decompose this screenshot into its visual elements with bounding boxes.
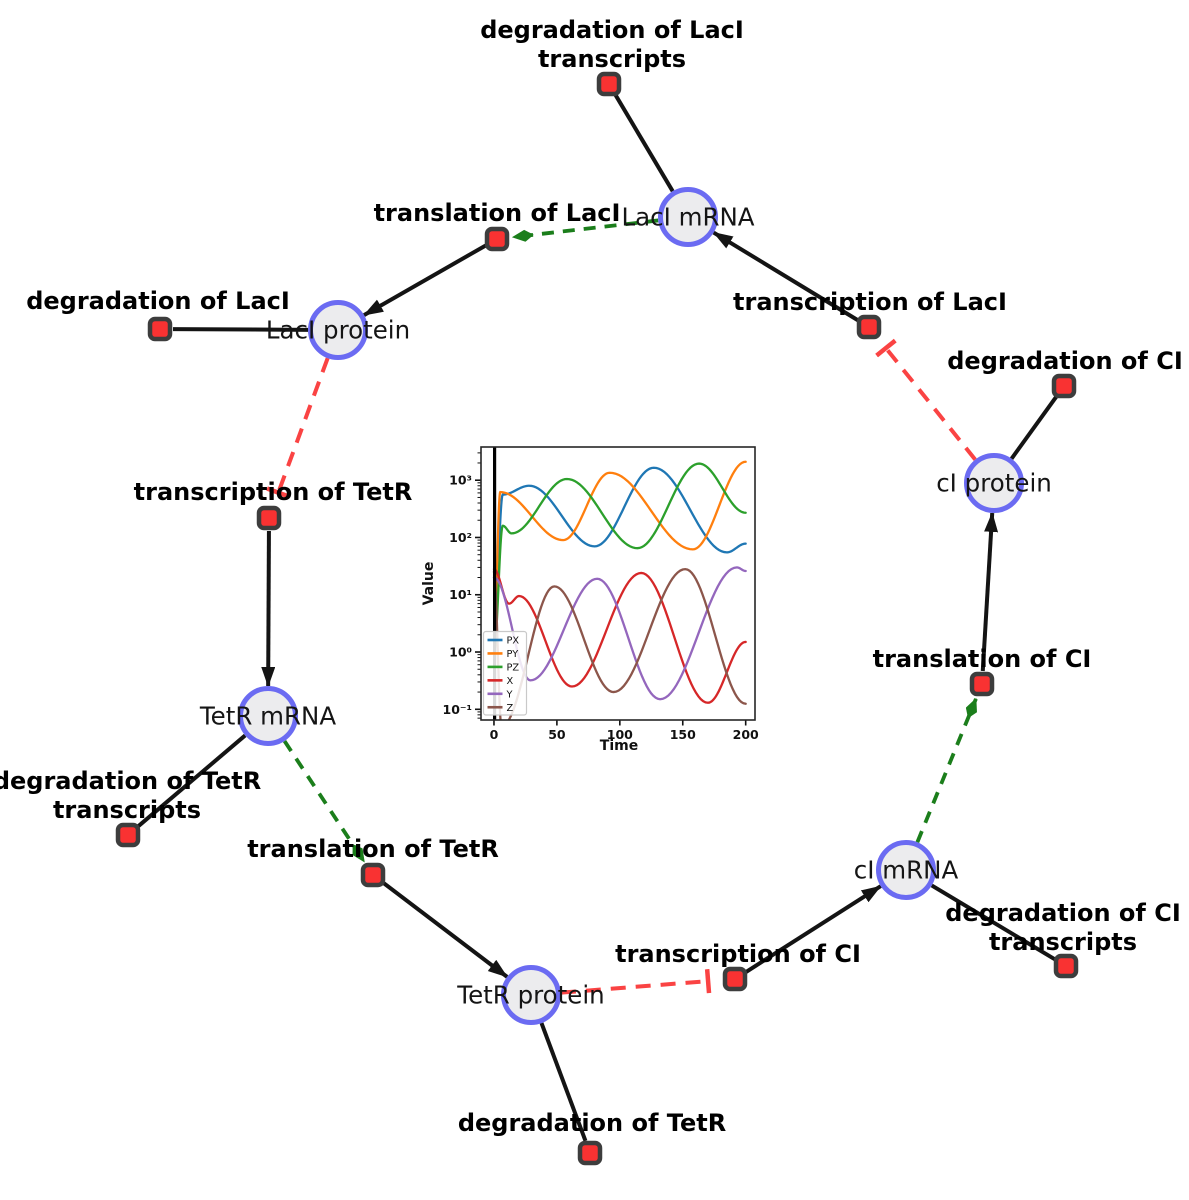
x-tick-label-150: 150 <box>670 727 696 742</box>
reaction-label-deg_tetr_tr-line1: transcripts <box>53 796 201 824</box>
species-label-ci_protein: cI protein <box>936 469 1052 498</box>
series-layer <box>492 460 747 720</box>
reaction-node-deg_laci_tr[interactable] <box>596 71 622 97</box>
timeseries-inset-chart: 0 50 100 150 20010⁻¹10⁰10¹10²10³TimeValuePXP… <box>421 446 759 754</box>
y-tick-label-4: 10³ <box>449 473 472 488</box>
reaction-label-deg_ci_tr-line1: transcripts <box>989 928 1137 956</box>
species-label-tetr_protein: TetR protein <box>456 981 604 1010</box>
x-tick-label-100: 100 <box>607 727 633 742</box>
species-label-laci_mrna: LacI mRNA <box>621 203 754 232</box>
edge-consumption-tetr_protein-deg_tetr <box>539 1022 588 1142</box>
legend-label-PY: PY <box>507 649 519 660</box>
reaction-label-deg_laci_tr-line0: degradation of LacI <box>480 16 744 44</box>
legend-label-X: X <box>507 676 514 687</box>
reaction-label-transc_ci-line0: transcription of CI <box>615 940 861 968</box>
reaction-label-transl_ci-line0: translation of CI <box>873 645 1092 673</box>
species-label-laci_protein: LacI protein <box>266 316 410 345</box>
reaction-node-deg_ci_tr[interactable] <box>1053 953 1079 979</box>
edge-consumption-tetr_mrna-deg_tetr_tr <box>136 733 247 829</box>
reaction-nodes-layer: degradation of LacItranscriptstranslatio… <box>0 16 1183 1166</box>
species-nodes-layer: LacI mRNA LacI protein TetR mRNA TetR prote… <box>199 187 1052 1025</box>
reaction-node-deg_tetr[interactable] <box>577 1140 603 1166</box>
reaction-label-transc_tetr-line0: transcription of TetR <box>134 478 413 506</box>
reaction-node-transc_laci[interactable] <box>856 314 882 340</box>
reaction-node-deg_laci[interactable] <box>147 316 173 342</box>
legend-label-PZ: PZ <box>507 663 520 674</box>
reaction-label-transl_tetr-line0: translation of TetR <box>247 835 499 863</box>
reaction-label-deg_tetr_tr-line0: degradation of TetR <box>0 767 261 795</box>
species-label-tetr_mrna: TetR mRNA <box>199 702 337 731</box>
x-axis-title: Time <box>600 738 638 754</box>
y-axis-title: Value <box>421 562 437 606</box>
plot-frame <box>480 446 756 721</box>
y-tick-label-1: 10⁰ <box>449 645 472 660</box>
reaction-label-deg_tetr-line0: degradation of TetR <box>458 1109 726 1137</box>
x-tick-label-200: 200 <box>733 727 759 742</box>
species-node-ci_protein[interactable] <box>964 453 1024 513</box>
legend-label-Z: Z <box>507 703 514 714</box>
reaction-node-transl_laci[interactable] <box>484 226 510 252</box>
y-tick-label-2: 10¹ <box>449 587 472 602</box>
legend-label-Y: Y <box>506 689 513 700</box>
reaction-label-transl_laci-line0: translation of LacI <box>374 199 621 227</box>
legend-label-PX: PX <box>507 636 520 647</box>
series-line-PZ <box>492 462 747 654</box>
reaction-node-transc_ci[interactable] <box>722 966 748 992</box>
edge-production-transl_laci-laci_protein <box>363 243 487 317</box>
edges-layer <box>136 94 1059 1142</box>
edge-production-transc_ci-ci_mrna <box>744 884 882 974</box>
series-line-X <box>492 567 747 704</box>
reaction-label-deg_laci_tr-line1: transcripts <box>538 45 686 73</box>
edge-consumption-ci_protein-deg_ci <box>1009 395 1059 460</box>
y-tick-label-3: 10² <box>449 530 472 545</box>
edge-modifier-laci_mrna-transl_laci <box>511 218 659 242</box>
edge-modifier-tetr_mrna-transl_tetr <box>282 739 366 863</box>
edge-production-transl_ci-ci_protein <box>980 511 999 672</box>
edge-production-transc_tetr-tetr_mrna <box>261 530 276 688</box>
edge-production-transc_laci-laci_mrna <box>712 230 859 322</box>
species-node-tetr_protein[interactable] <box>501 965 561 1025</box>
edge-modifier-ci_mrna-transl_ci <box>915 697 978 843</box>
reaction-node-deg_tetr_tr[interactable] <box>115 822 141 848</box>
reaction-label-deg_ci_tr-line0: degradation of CI <box>945 899 1181 927</box>
edge-consumption-laci_protein-deg_laci <box>172 327 309 332</box>
reaction-node-transc_tetr[interactable] <box>256 505 282 531</box>
reaction-node-transl_tetr[interactable] <box>360 862 386 888</box>
reaction-label-deg_ci-line0: degradation of CI <box>947 347 1183 375</box>
x-tick-label-50: 50 <box>548 727 566 742</box>
y-tick-label-0: 10⁻¹ <box>443 702 472 717</box>
species-node-laci_protein[interactable] <box>308 300 368 360</box>
chart-legend: PX PY PZ XYZ <box>482 630 528 716</box>
edge-consumption-ci_mrna-deg_ci_tr <box>930 883 1056 962</box>
reaction-label-deg_laci-line0: degradation of LacI <box>26 287 290 315</box>
species-node-tetr_mrna[interactable] <box>238 686 298 746</box>
x-tick-label-0: 0 <box>490 727 499 742</box>
legend-box <box>482 630 528 716</box>
axis-ticks: 0 50 100 150 200 10⁻¹ 10⁰ 10¹ 10² 10³ <box>443 452 759 742</box>
reaction-label-transc_laci-line0: transcription of LacI <box>733 288 1007 316</box>
species-label-ci_mrna: cI mRNA <box>854 856 959 885</box>
series-line-PY <box>492 460 747 644</box>
reaction-node-deg_ci[interactable] <box>1051 373 1077 399</box>
series-line-PX <box>492 466 747 636</box>
species-node-ci_mrna[interactable] <box>876 840 936 900</box>
edge-consumption-laci_mrna-deg_laci_tr <box>613 94 675 193</box>
edge-inhibition-laci_protein-transc_tetr <box>266 357 330 499</box>
edge-production-transl_tetr-tetr_protein <box>382 881 509 979</box>
species-node-laci_mrna[interactable] <box>658 187 718 247</box>
series-line-Z <box>492 567 747 720</box>
reaction-node-transl_ci[interactable] <box>969 671 995 697</box>
